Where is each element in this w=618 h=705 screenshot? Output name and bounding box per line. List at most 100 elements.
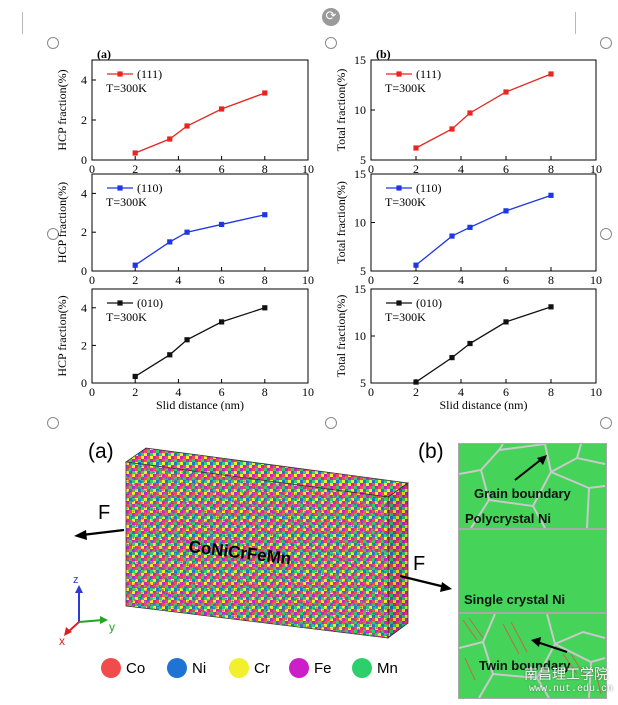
a-010-y-axis-label: HCP fraction(%) — [55, 295, 69, 376]
b-111-legend-label: (111) — [416, 67, 441, 81]
b-111-x-tick-label: 0 — [368, 162, 374, 176]
a-110-legend-label: (110) — [137, 181, 163, 195]
a-111-data-point — [219, 106, 225, 112]
resize-handle-top-left[interactable] — [47, 37, 59, 49]
b-111-y-tick-label: 10 — [354, 103, 366, 117]
b-010-x-tick-label: 8 — [548, 385, 554, 399]
a-110-plot-frame — [91, 173, 309, 272]
single-crystal-label: Single crystal Ni — [464, 592, 566, 607]
twin-boundary-label: Twin boundary — [479, 658, 571, 673]
a-010-x-tick-label: 10 — [302, 385, 314, 399]
b-010-data-point — [548, 304, 554, 310]
b-110-legend-marker — [396, 185, 402, 191]
schematic-label-a: (a) — [88, 440, 114, 463]
resize-handle-top-center[interactable] — [325, 37, 337, 49]
b-010-legend-label: (010) — [416, 296, 442, 310]
legend-cr-label: Cr — [254, 659, 270, 677]
b-010-y-tick-label: 15 — [354, 282, 366, 296]
b-010-data-point — [503, 319, 509, 325]
legend-cr: Cr — [229, 658, 270, 678]
resize-handle-mid-left[interactable] — [47, 228, 59, 240]
single-crystal-panel: Single crystal Ni — [458, 529, 607, 613]
a-110-x-tick-label: 8 — [262, 273, 268, 287]
legend-ni: Ni — [167, 658, 206, 678]
a-010-y-tick-label: 0 — [81, 376, 87, 390]
a-111-legend-marker — [117, 71, 123, 77]
legend-co: Co — [101, 658, 145, 678]
a-110-data-point — [167, 239, 173, 245]
polycrystal-label: Polycrystal Ni — [465, 511, 551, 526]
legend-co-label: Co — [126, 659, 146, 677]
b-010-x-tick-label: 0 — [368, 385, 374, 399]
a-010-data-point — [262, 305, 268, 311]
a-111-data-point — [167, 136, 173, 142]
a-111-x-tick-label: 2 — [132, 162, 138, 176]
a-010-data-point — [219, 319, 225, 325]
a-111-x-tick-label: 6 — [219, 162, 225, 176]
b-110-y-tick-label: 5 — [360, 264, 366, 278]
resize-handle-bottom-center[interactable] — [325, 417, 337, 429]
b-110-x-tick-label: 0 — [368, 273, 374, 287]
coordinate-axes — [64, 585, 108, 636]
force-arrow-right — [399, 574, 452, 592]
b-010-x-tick-label: 4 — [458, 385, 464, 399]
a-110-legend-marker — [117, 185, 123, 191]
b-110-data-point — [449, 233, 455, 239]
a-111-x-tick-label: 10 — [302, 162, 314, 176]
rotate-handle-icon[interactable]: ⟳ — [322, 8, 340, 26]
b-110-data-point — [467, 224, 473, 230]
resize-handle-mid-right[interactable] — [600, 228, 612, 240]
a-111-y-tick-label: 0 — [81, 153, 87, 167]
a-111-data-point — [262, 90, 268, 96]
b-110-legend-label: (110) — [416, 181, 442, 195]
a-111-plot-frame — [91, 59, 309, 161]
a-110-data-point — [262, 212, 268, 218]
crop-mark-top-right — [575, 12, 598, 34]
a-010-x-axis-label: Slid distance (nm) — [156, 398, 244, 412]
b-010-data-point — [467, 340, 473, 347]
b-111-data-point — [413, 145, 419, 151]
b-110-data-point — [413, 262, 419, 268]
b-111-x-tick-label: 4 — [458, 162, 464, 176]
grain-boundary-arrow-icon — [514, 455, 547, 481]
b-010-y-axis-label: Total fraction(%) — [334, 295, 348, 378]
b-111-y-axis-label: Total fraction(%) — [334, 69, 348, 152]
b-010-x-tick-label: 6 — [503, 385, 509, 399]
b-010-temperature-annotation: T=300K — [385, 310, 426, 324]
a-110-x-tick-label: 2 — [132, 273, 138, 287]
a-110-x-tick-label: 0 — [89, 273, 95, 287]
b-110-x-tick-label: 10 — [590, 273, 602, 287]
a-110-x-tick-label: 4 — [175, 273, 181, 287]
resize-handle-bottom-left[interactable] — [47, 417, 59, 429]
b-010-y-tick-label: 5 — [360, 376, 366, 390]
a-010-data-point — [132, 373, 138, 380]
line-charts-figure: 0 2 4 6 8 10 0 2 4 HCP fraction(%) (a) (111) T=300K 0… — [55, 47, 602, 412]
resize-handle-bottom-right[interactable] — [600, 417, 612, 429]
a-111-x-tick-label: 8 — [262, 162, 268, 176]
resize-handle-top-right[interactable] — [600, 37, 612, 49]
a-110-y-axis-label: HCP fraction(%) — [55, 182, 69, 263]
cr-swatch-icon — [229, 658, 249, 678]
b-010-data-point — [449, 355, 455, 361]
a-110-y-tick-label: 0 — [81, 264, 87, 278]
a-111-panel-label: (a) — [97, 47, 111, 61]
b-110-x-tick-label: 6 — [503, 273, 509, 287]
b-111-data-point — [503, 89, 509, 95]
legend-fe: Fe — [289, 658, 332, 678]
a-010-x-tick-label: 2 — [132, 385, 138, 399]
b-111-legend-marker — [396, 71, 402, 77]
b-110-temperature-annotation: T=300K — [385, 195, 426, 209]
ni-swatch-icon — [167, 658, 187, 678]
legend-ni-label: Ni — [192, 659, 207, 677]
a-010-x-tick-label: 8 — [262, 385, 268, 399]
co-swatch-icon — [101, 658, 121, 678]
a-010-temperature-annotation: T=300K — [106, 310, 147, 324]
twin-boundary-panel: Twin boundary — [458, 613, 607, 699]
b-111-data-point — [449, 126, 455, 132]
b-111-x-tick-label: 8 — [548, 162, 554, 176]
a-010-plot-frame — [91, 288, 309, 384]
b-010-x-axis-label: Slid distance (nm) — [440, 398, 528, 412]
a-010-legend-marker — [117, 300, 123, 306]
a-111-temperature-annotation: T=300K — [106, 81, 147, 95]
a-010-x-tick-label: 0 — [89, 385, 95, 399]
